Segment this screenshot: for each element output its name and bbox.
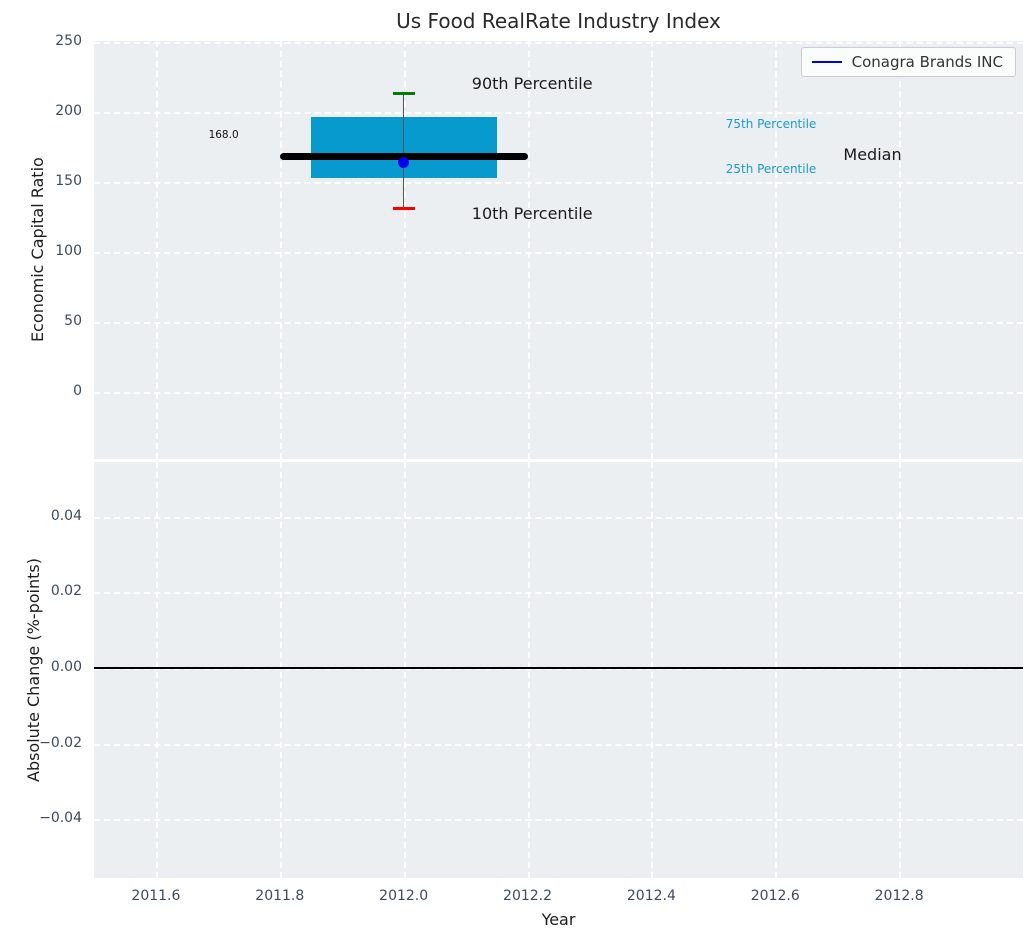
gridline-horizontal <box>94 391 1023 394</box>
x-axis-label: Year <box>541 910 576 929</box>
chart-title: Us Food RealRate Industry Index <box>396 9 721 33</box>
gridline-vertical <box>899 41 902 459</box>
annotation-median: Median <box>843 145 902 165</box>
gridline-horizontal <box>94 743 1023 746</box>
x-tick-label: 2012.6 <box>750 888 800 904</box>
legend: Conagra Brands INC <box>800 47 1016 77</box>
y-tick-label: 0.04 <box>50 507 82 524</box>
y-tick-label: 150 <box>55 172 82 189</box>
gridline-vertical <box>527 41 530 459</box>
annotation-75th-percentile: 75th Percentile <box>725 116 817 131</box>
x-tick-label: 2012.8 <box>874 888 924 904</box>
annotation-median-value: 168.0 <box>208 129 239 141</box>
gridline-horizontal <box>94 251 1023 254</box>
gridline-vertical <box>279 41 282 459</box>
gridline-vertical <box>651 41 654 459</box>
gridline-horizontal <box>94 592 1023 595</box>
annotation-25th-percentile: 25th Percentile <box>725 161 817 176</box>
y-tick-label: 0.02 <box>50 583 82 600</box>
gridline-vertical <box>155 41 158 459</box>
y-tick-label: 50 <box>64 312 82 329</box>
gridline-horizontal <box>94 41 1023 44</box>
gridline-horizontal <box>94 668 1023 671</box>
annotation-10th-percentile: 10th Percentile <box>471 204 593 224</box>
y-tick-label: −0.02 <box>39 734 82 751</box>
gridline-horizontal <box>94 321 1023 324</box>
gridline-vertical <box>403 41 406 459</box>
annotation-90th-percentile: 90th Percentile <box>471 73 593 93</box>
p10-whisker-cap <box>392 206 415 210</box>
y-tick-label: 0 <box>73 382 82 399</box>
y-tick-label: 250 <box>55 32 82 49</box>
x-tick-label: 2011.6 <box>131 888 181 904</box>
x-tick-label: 2011.8 <box>255 888 305 904</box>
x-tick-label: 2012.2 <box>503 888 553 904</box>
p90-whisker-cap <box>392 92 415 95</box>
x-tick-label: 2012.4 <box>626 888 676 904</box>
whisker-line <box>402 93 405 209</box>
y-tick-label: 0.00 <box>50 659 82 676</box>
company-data-point <box>398 156 410 168</box>
gridline-vertical <box>775 41 778 459</box>
y-tick-label: 200 <box>55 102 82 119</box>
y-tick-label: 100 <box>55 242 82 259</box>
median-line <box>279 153 528 161</box>
x-tick-label: 2012.0 <box>379 888 429 904</box>
gridline-horizontal <box>94 111 1023 114</box>
gridline-horizontal <box>94 181 1023 184</box>
top-axes: Conagra Brands INC 90th Percentile 10th P… <box>94 41 1023 459</box>
gridline-horizontal <box>94 516 1023 519</box>
zero-line <box>94 667 1023 669</box>
legend-line-sample <box>811 60 842 64</box>
bottom-axes <box>94 462 1023 878</box>
y-tick-label: −0.04 <box>39 810 82 827</box>
gridline-horizontal <box>94 819 1023 822</box>
legend-label: Conagra Brands INC <box>851 53 1003 71</box>
